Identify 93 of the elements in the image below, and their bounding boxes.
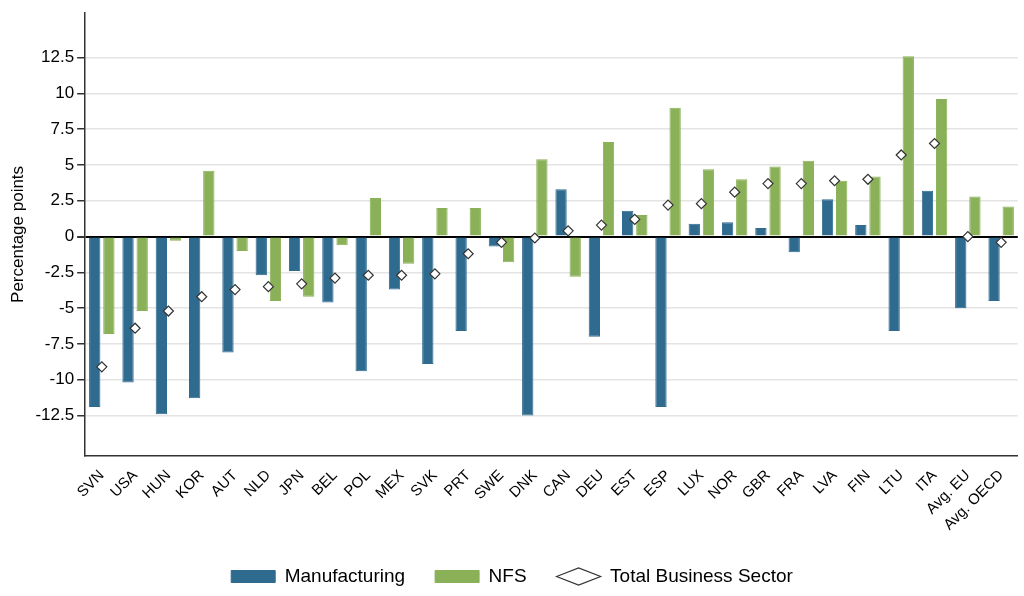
bar	[836, 180, 848, 236]
bar	[821, 199, 834, 236]
point	[329, 272, 341, 284]
point	[362, 269, 374, 281]
y-tick-label: 5	[64, 154, 75, 174]
bar	[403, 237, 415, 264]
y-tick-label: 7.5	[50, 118, 75, 138]
bar	[921, 190, 934, 236]
bar	[222, 237, 234, 353]
bar	[288, 237, 301, 271]
legend-label: NFS	[488, 564, 527, 586]
x-tick-label: FIN	[843, 466, 873, 496]
bar	[588, 237, 601, 337]
point	[229, 283, 241, 296]
bar	[522, 237, 534, 416]
bar	[1002, 206, 1014, 236]
bar	[988, 237, 1000, 302]
bar	[569, 237, 581, 277]
bar	[322, 237, 334, 303]
bar	[902, 56, 914, 236]
point	[995, 236, 1007, 248]
bar	[155, 237, 168, 415]
point	[662, 199, 674, 211]
point	[829, 175, 841, 187]
point	[762, 177, 774, 190]
y-tick-label: -7.5	[44, 333, 75, 353]
y-tick-label: -2.5	[44, 262, 75, 282]
bar	[736, 179, 748, 236]
point	[962, 230, 974, 243]
point	[495, 236, 508, 248]
bar	[769, 166, 781, 236]
point	[395, 269, 408, 281]
x-tick-label: USA	[106, 466, 141, 500]
bar	[555, 189, 567, 236]
bar	[536, 159, 548, 236]
bar	[935, 99, 948, 236]
x-tick-label: BEL	[307, 466, 341, 499]
y-tick-label: 2.5	[50, 190, 75, 210]
bar	[669, 107, 681, 236]
bar	[869, 176, 881, 236]
y-tick-label: -12.5	[35, 405, 75, 425]
x-tick-label: POL	[340, 466, 374, 500]
bar	[802, 160, 815, 236]
bar	[188, 237, 201, 399]
point	[529, 232, 541, 244]
y-tick-label: -10	[49, 369, 75, 389]
bar	[89, 237, 101, 407]
point	[96, 361, 108, 373]
point	[196, 291, 208, 303]
bar	[602, 142, 615, 236]
point	[462, 248, 474, 260]
point	[595, 219, 608, 231]
point	[629, 213, 641, 225]
point	[162, 305, 175, 317]
y-tick-label: 12.5	[41, 47, 75, 67]
bar	[203, 170, 215, 236]
x-tick-label: ITA	[911, 466, 940, 494]
point	[695, 198, 707, 210]
point	[895, 149, 907, 161]
bar	[655, 237, 667, 407]
bar	[888, 237, 900, 332]
bar	[388, 237, 401, 290]
point	[262, 281, 274, 293]
bar	[136, 237, 148, 312]
bar	[702, 169, 715, 236]
y-tick-label: 10	[55, 83, 75, 103]
bar	[122, 237, 134, 383]
x-tick-label: LVA	[809, 466, 840, 497]
legend-label: Manufacturing	[284, 564, 406, 586]
bar	[103, 237, 115, 334]
point	[729, 186, 741, 198]
legend-label: Total Business Sector	[610, 564, 794, 586]
point	[862, 173, 874, 185]
bar	[455, 237, 467, 332]
bar	[369, 197, 382, 236]
point	[795, 177, 807, 190]
bar	[436, 207, 448, 236]
bar	[422, 237, 434, 365]
bar	[955, 237, 967, 309]
bar	[303, 237, 315, 297]
point	[429, 268, 441, 280]
y-tick-label: -5	[59, 297, 75, 317]
bar	[355, 237, 367, 372]
bar	[969, 196, 981, 236]
bar	[269, 237, 282, 302]
y-tick-label: 0	[64, 226, 75, 246]
point	[562, 225, 574, 237]
bar	[255, 237, 267, 276]
point	[129, 322, 141, 334]
point	[296, 278, 308, 290]
bar	[469, 207, 481, 236]
point	[928, 137, 941, 150]
y-axis-title: Percentage points	[7, 165, 27, 303]
